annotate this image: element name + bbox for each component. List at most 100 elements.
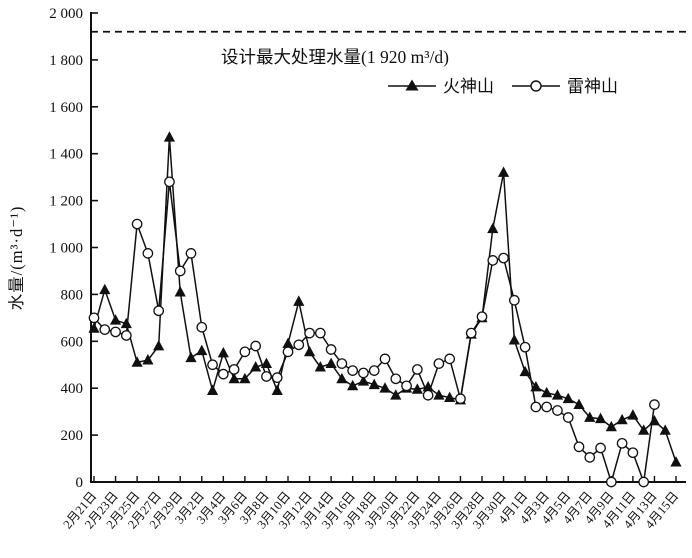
y-tick-label: 1 600 (49, 100, 83, 116)
data-point-triangle (487, 222, 499, 234)
data-point-circle (605, 476, 617, 488)
data-point-triangle (142, 354, 154, 365)
data-point-triangle (217, 347, 229, 358)
data-point-triangle (638, 424, 650, 435)
data-point-circle (379, 353, 391, 365)
data-point-circle (638, 476, 650, 488)
data-point-triangle (444, 391, 456, 402)
data-point-circle (282, 346, 294, 358)
data-point-triangle (605, 420, 617, 432)
data-point-triangle (368, 378, 380, 390)
data-point-circle (314, 327, 326, 339)
data-point-circle (433, 358, 445, 369)
data-point-circle (196, 321, 208, 333)
data-point-triangle (99, 283, 111, 295)
data-point-circle (368, 365, 380, 376)
data-point-circle (250, 340, 262, 352)
data-point-triangle (627, 409, 639, 420)
data-point-circle (584, 452, 596, 463)
data-point-triangle (293, 295, 305, 306)
data-point-circle (465, 327, 477, 339)
data-point-circle (508, 294, 520, 306)
data-point-circle (174, 265, 186, 277)
data-point-triangle (594, 412, 607, 424)
y-tick-label: 600 (61, 334, 84, 350)
data-point-triangle (411, 383, 423, 394)
data-point-circle (217, 368, 229, 380)
data-point-circle (336, 358, 348, 369)
data-point-circle (99, 324, 111, 335)
data-point-triangle (325, 357, 337, 368)
data-point-circle (271, 372, 283, 383)
y-tick-label: 1 800 (49, 53, 83, 69)
filled-triangle-icon (405, 79, 419, 91)
data-point-triangle (174, 286, 186, 297)
series-line-雷神山 (93, 181, 656, 485)
data-point-triangle (390, 389, 402, 400)
data-point-circle (530, 401, 542, 413)
y-tick-label: 1 000 (49, 241, 83, 257)
data-point-triangle (303, 345, 316, 357)
data-point-circle (120, 330, 132, 341)
data-point-triangle (163, 131, 176, 142)
data-point-circle (541, 401, 553, 413)
data-point-triangle (185, 351, 197, 363)
data-point-circle (411, 364, 423, 375)
data-point-triangle (551, 389, 564, 400)
data-point-circle (110, 326, 121, 338)
y-axis-title: 水量/(m³·d⁻¹) (7, 206, 26, 311)
data-point-circle (649, 399, 660, 410)
data-point-triangle (659, 424, 671, 435)
data-point-triangle (250, 361, 262, 372)
y-tick-label: 2 000 (49, 6, 83, 22)
series-line-火神山 (93, 137, 677, 463)
data-point-triangle (206, 384, 219, 395)
legend: 火神山 雷神山 (388, 77, 618, 96)
data-point-triangle (109, 314, 122, 325)
data-point-circle (153, 305, 165, 317)
data-point-triangle (573, 398, 585, 410)
data-point-circle (88, 312, 100, 324)
data-point-circle (519, 341, 531, 353)
data-point-circle (164, 176, 175, 188)
data-point-circle (207, 359, 218, 371)
data-point-circle (185, 248, 197, 259)
data-point-triangle (336, 372, 348, 384)
data-point-triangle (519, 365, 531, 377)
data-point-circle (304, 327, 315, 339)
data-point-circle (228, 364, 240, 375)
data-point-triangle (648, 415, 661, 426)
legend-label-huoshenshan: 火神山 (443, 77, 494, 96)
legend-item-huoshenshan: 火神山 (388, 77, 494, 96)
data-point-triangle (379, 382, 391, 393)
data-point-triangle (88, 322, 100, 333)
y-tick-label: 0 (76, 475, 84, 491)
data-point-circle (573, 441, 585, 453)
data-point-circle (562, 412, 574, 423)
design-capacity-label: 设计最大处理水量(1 920 m³/d) (221, 47, 449, 67)
data-point-triangle (196, 344, 208, 356)
data-point-circle (358, 367, 369, 379)
data-point-triangle (433, 389, 445, 400)
data-point-circle (239, 346, 251, 358)
data-point-triangle (357, 375, 370, 386)
data-point-circle (476, 311, 488, 323)
data-point-triangle (260, 357, 273, 368)
data-point-circle (552, 405, 563, 416)
data-point-circle (455, 393, 466, 405)
data-point-circle (444, 353, 456, 365)
data-point-triangle (541, 386, 553, 398)
data-point-circle (401, 380, 412, 392)
data-point-triangle (120, 317, 132, 329)
data-point-triangle (153, 339, 165, 351)
data-point-triangle (228, 372, 240, 384)
data-point-triangle (239, 372, 251, 384)
data-point-triangle (347, 379, 359, 391)
data-point-circle (498, 252, 509, 264)
y-tick-label: 1 200 (49, 194, 83, 210)
data-point-triangle (422, 381, 434, 392)
data-point-circle (390, 373, 402, 385)
legend-item-leishenshan: 雷神山 (512, 77, 618, 96)
